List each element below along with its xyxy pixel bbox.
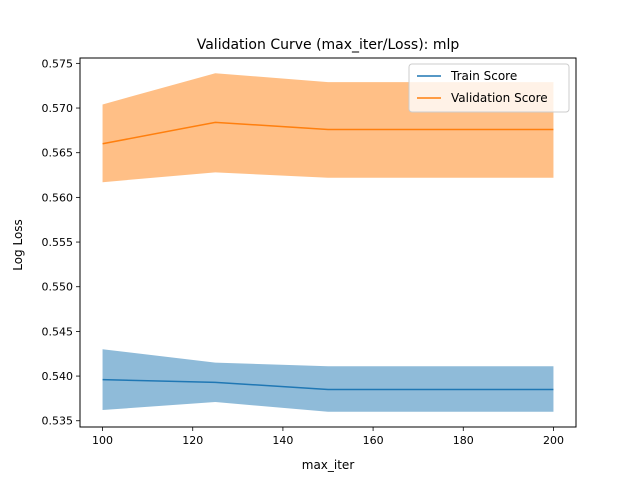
y-axis-label: Log Loss — [11, 219, 25, 271]
validation-score-line — [102, 121, 554, 145]
validation-score-legend-label: Validation Score — [451, 91, 548, 105]
legend-box — [408, 63, 570, 113]
chart-title: Validation Curve (max_iter/Loss): mlp — [197, 37, 460, 53]
y-tick-label: 0.545 — [42, 325, 74, 338]
legend: Train Score Validation Score — [408, 63, 570, 113]
x-tick-label: 180 — [453, 434, 474, 447]
y-tick-label: 0.575 — [42, 57, 74, 70]
y-tick-label: 0.560 — [42, 191, 74, 204]
y-tick-label: 0.555 — [42, 236, 74, 249]
train-score-line — [102, 378, 554, 391]
series-lines — [102, 121, 554, 391]
train-score-band — [102, 349, 554, 412]
x-tick-label: 200 — [543, 434, 564, 447]
plot-frame — [79, 57, 577, 428]
x-tick-label: 160 — [363, 434, 384, 447]
x-axis-ticks: 100 120 140 160 180 200 — [92, 427, 564, 447]
y-tick-label: 0.540 — [42, 370, 74, 383]
y-tick-label: 0.570 — [42, 102, 74, 115]
y-axis-ticks: 0.535 0.540 0.545 0.550 0.555 0.560 0.565 0.570… — [42, 57, 80, 428]
y-tick-label: 0.535 — [42, 415, 74, 428]
x-tick-label: 100 — [92, 434, 113, 447]
x-axis-label: max_iter — [302, 458, 355, 472]
x-tick-label: 120 — [182, 434, 203, 447]
x-tick-label: 140 — [272, 434, 293, 447]
y-tick-label: 0.550 — [42, 281, 74, 294]
y-tick-label: 0.565 — [42, 147, 74, 160]
train-score-legend-label: Train Score — [450, 69, 517, 83]
